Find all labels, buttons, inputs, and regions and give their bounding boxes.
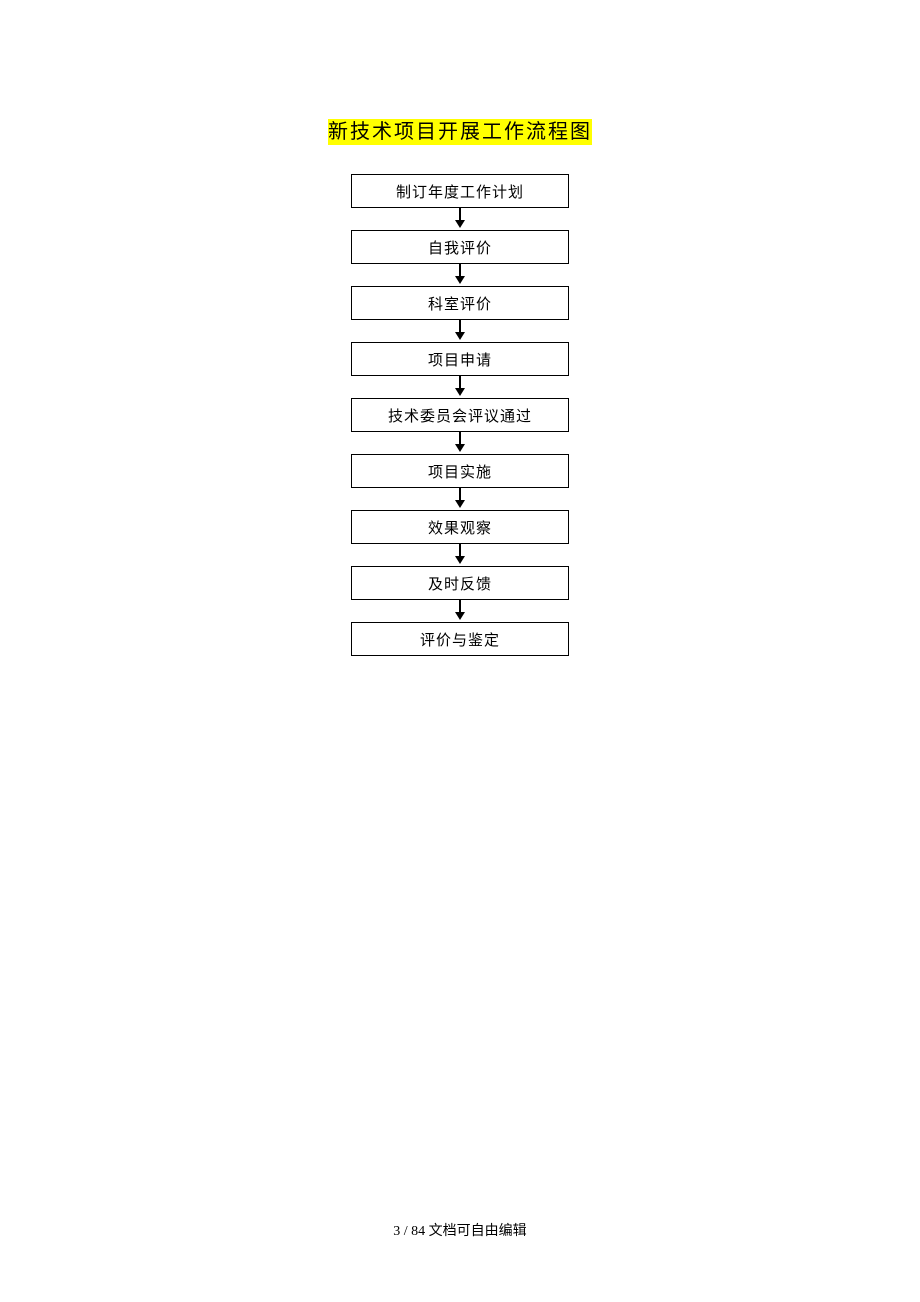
flow-arrow <box>455 264 465 286</box>
title-text: 新技术项目开展工作流程图 <box>328 119 592 145</box>
flow-arrow <box>455 376 465 398</box>
flowchart-container: 制订年度工作计划 自我评价 科室评价 项目申请 技术委员会评议通过 <box>0 174 920 656</box>
flow-arrow <box>455 320 465 342</box>
arrow-line-icon <box>459 600 461 612</box>
footer-text: 3 / 84 文档可自由编辑 <box>393 1224 526 1239</box>
arrow-head-icon <box>455 556 465 564</box>
arrow-head-icon <box>455 388 465 396</box>
flow-step-label: 项目实施 <box>428 461 492 482</box>
flow-step-label: 评价与鉴定 <box>420 629 500 650</box>
arrow-line-icon <box>459 376 461 388</box>
flow-step: 及时反馈 <box>351 566 569 600</box>
arrow-head-icon <box>455 332 465 340</box>
document-page: 新技术项目开展工作流程图 制订年度工作计划 自我评价 科室评价 项目申请 <box>0 0 920 1302</box>
flow-step: 评价与鉴定 <box>351 622 569 656</box>
arrow-head-icon <box>455 220 465 228</box>
flow-arrow <box>455 600 465 622</box>
flow-step-label: 制订年度工作计划 <box>396 181 524 202</box>
arrow-head-icon <box>455 276 465 284</box>
flow-step-label: 效果观察 <box>428 517 492 538</box>
arrow-line-icon <box>459 432 461 444</box>
arrow-head-icon <box>455 500 465 508</box>
flow-step: 科室评价 <box>351 286 569 320</box>
flow-step: 技术委员会评议通过 <box>351 398 569 432</box>
arrow-line-icon <box>459 488 461 500</box>
arrow-head-icon <box>455 612 465 620</box>
arrow-line-icon <box>459 320 461 332</box>
page-title: 新技术项目开展工作流程图 <box>0 115 920 144</box>
flow-step-label: 项目申请 <box>428 349 492 370</box>
flow-step: 制订年度工作计划 <box>351 174 569 208</box>
flow-step: 自我评价 <box>351 230 569 264</box>
page-footer: 3 / 84 文档可自由编辑 <box>0 1220 920 1240</box>
arrow-line-icon <box>459 264 461 276</box>
flow-arrow <box>455 544 465 566</box>
flow-step-label: 自我评价 <box>428 237 492 258</box>
arrow-head-icon <box>455 444 465 452</box>
flow-step: 效果观察 <box>351 510 569 544</box>
flow-step-label: 及时反馈 <box>428 573 492 594</box>
arrow-line-icon <box>459 544 461 556</box>
flow-step: 项目申请 <box>351 342 569 376</box>
flow-arrow <box>455 488 465 510</box>
flow-arrow <box>455 208 465 230</box>
arrow-line-icon <box>459 208 461 220</box>
flow-step-label: 技术委员会评议通过 <box>388 405 532 426</box>
flow-arrow <box>455 432 465 454</box>
flow-step: 项目实施 <box>351 454 569 488</box>
flow-step-label: 科室评价 <box>428 293 492 314</box>
